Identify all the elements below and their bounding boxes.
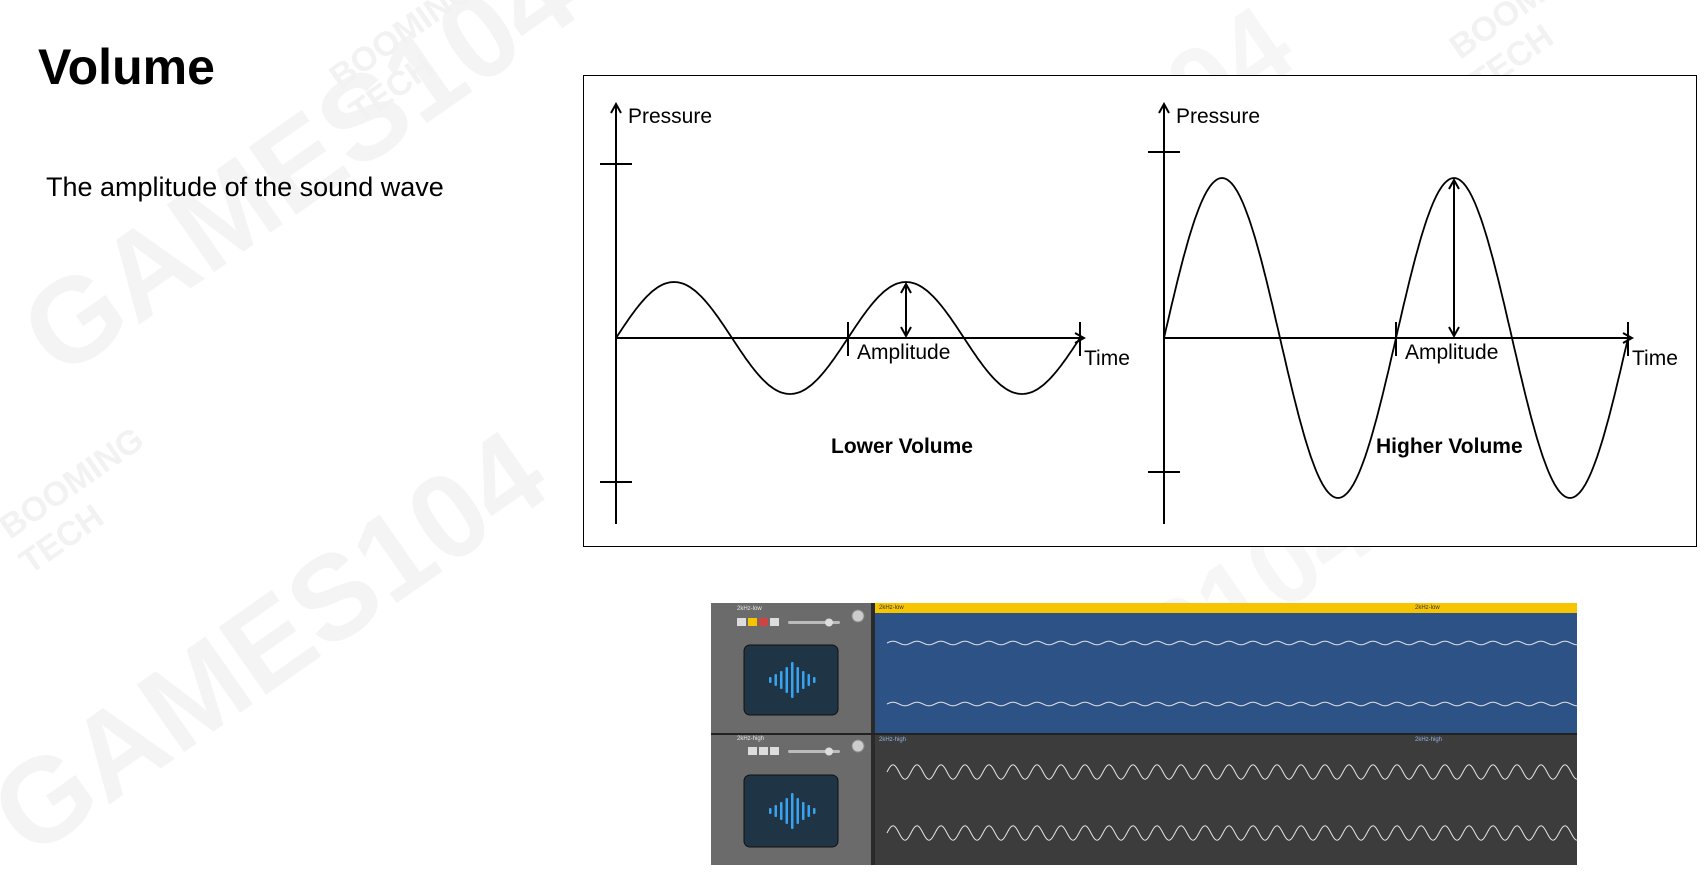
waveform-icon-bar xyxy=(791,793,794,829)
track-name-low: 2kHz-low xyxy=(737,606,762,612)
lower-volume-panel: Pressure Time Amplitude Lower Volume xyxy=(600,104,1130,524)
waveform-icon-bar xyxy=(780,802,783,820)
svg-text:TECH: TECH xyxy=(13,497,111,581)
waveform-icon-bar xyxy=(807,805,810,817)
daw-canvas xyxy=(711,603,1577,865)
record-button[interactable] xyxy=(759,747,768,755)
audio-region-high[interactable] xyxy=(875,735,1577,865)
region-label-high-repeat: 2kHz-high xyxy=(1415,737,1443,743)
pressure-label: Pressure xyxy=(1176,105,1260,128)
waveform-icon-bar xyxy=(796,798,799,824)
waveform-icon-bar xyxy=(791,662,794,698)
time-label: Time xyxy=(1632,347,1678,370)
svg-text:BOOMING: BOOMING xyxy=(0,420,151,546)
waveform-icon-bar xyxy=(785,667,788,693)
region-header-bar xyxy=(875,603,1577,613)
waveform-icon-bar xyxy=(774,805,777,817)
waveform-icon-bar xyxy=(769,677,772,683)
region-label-high: 2kHz-high xyxy=(879,737,907,743)
pressure-label: Pressure xyxy=(628,105,712,128)
amplitude-label: Amplitude xyxy=(857,341,950,364)
input-button[interactable] xyxy=(770,618,779,626)
higher-volume-wave xyxy=(1163,177,1629,499)
track-name-high: 2kHz-high xyxy=(737,736,765,742)
waveform-icon-bar xyxy=(796,667,799,693)
track-header-high[interactable] xyxy=(743,739,865,848)
lower-volume-caption: Lower Volume xyxy=(831,435,973,458)
time-label: Time xyxy=(1084,347,1130,370)
waveform-icon-bar xyxy=(807,674,810,686)
svg-text:GAMES104: GAMES104 xyxy=(0,404,570,881)
svg-text:TECH: TECH xyxy=(343,47,441,131)
daw-tracks-screenshot: 2kHz-low 2kHz-high 2kHz-low 2kHz-low 2kH… xyxy=(711,603,1577,865)
lower-volume-wave xyxy=(615,281,1081,395)
volume-slider-knob[interactable] xyxy=(825,747,833,756)
waveform-icon xyxy=(769,793,816,829)
track-header-low[interactable] xyxy=(737,609,865,716)
mute-button[interactable] xyxy=(737,618,746,626)
region-label-low: 2kHz-low xyxy=(879,605,904,611)
region-waveform xyxy=(886,701,1577,707)
higher-volume-caption: Higher Volume xyxy=(1376,435,1523,458)
volume-diagram: Pressure Time Amplitude Lower Volume Pre… xyxy=(583,75,1697,547)
record-button[interactable] xyxy=(759,618,768,626)
region-label-low-repeat: 2kHz-low xyxy=(1415,605,1440,611)
slide-title: Volume xyxy=(38,39,215,95)
pan-knob[interactable] xyxy=(851,739,865,753)
volume-slider-knob[interactable] xyxy=(825,618,833,627)
waveform-icon-bar xyxy=(774,674,777,686)
pan-knob[interactable] xyxy=(851,609,865,623)
audio-region-low[interactable] xyxy=(875,613,1577,733)
waveform-icon xyxy=(769,662,816,698)
svg-text:BOOMING: BOOMING xyxy=(1443,0,1601,67)
waveform-icon-bar xyxy=(802,802,805,820)
amplitude-label: Amplitude xyxy=(1405,341,1498,364)
region-waveform xyxy=(886,764,1577,780)
waveform-icon-bar xyxy=(813,808,816,814)
solo-button[interactable] xyxy=(748,747,757,755)
waveform-icon-bar xyxy=(785,798,788,824)
waveform-icon-bar xyxy=(780,671,783,689)
region-waveform xyxy=(886,825,1577,841)
waveform-icon-bar xyxy=(802,671,805,689)
input-button[interactable] xyxy=(770,747,779,755)
waveform-icon-bar xyxy=(813,677,816,683)
slide-body-text: The amplitude of the sound wave xyxy=(46,172,444,202)
waveform-icon-bar xyxy=(769,808,772,814)
volume-diagram-canvas: Pressure Time Amplitude Lower Volume Pre… xyxy=(600,76,1678,524)
svg-text:BOOMING: BOOMING xyxy=(323,0,481,97)
solo-button[interactable] xyxy=(748,618,757,626)
region-waveform xyxy=(886,640,1577,646)
higher-volume-panel: Pressure Time Amplitude Higher Volume xyxy=(1148,104,1678,524)
